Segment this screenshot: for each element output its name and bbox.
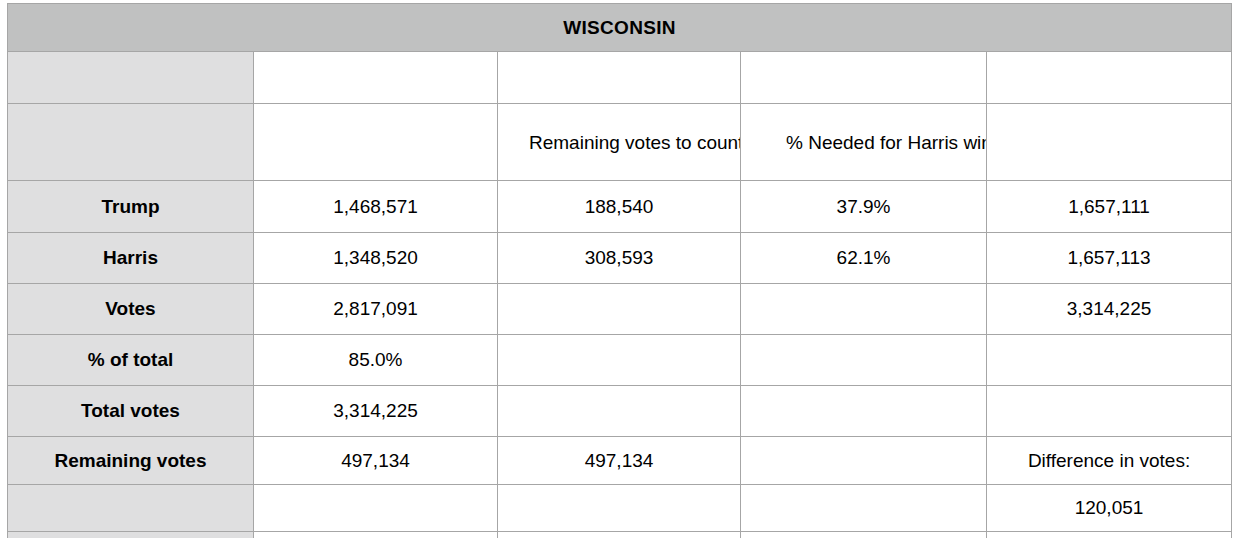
data-cell[interactable]: 1,468,571 bbox=[254, 181, 498, 233]
spreadsheet-canvas: WISCONSIN Remaining votes to count: % Ne… bbox=[7, 3, 1233, 538]
row-blank-top bbox=[8, 52, 1232, 104]
data-cell[interactable] bbox=[254, 104, 498, 181]
row-pct-of-total: % of total 85.0% bbox=[8, 335, 1232, 386]
row-label-cell[interactable]: Harris bbox=[8, 233, 254, 284]
row-bottom-sliver bbox=[8, 532, 1232, 538]
row-remaining-votes: Remaining votes 497,134 497,134 Differen… bbox=[8, 437, 1232, 485]
data-cell[interactable] bbox=[741, 386, 987, 437]
data-cell[interactable]: 497,134 bbox=[254, 437, 498, 485]
data-cell[interactable] bbox=[498, 485, 741, 532]
data-cell[interactable] bbox=[254, 485, 498, 532]
row-label-cell[interactable]: Votes bbox=[8, 284, 254, 335]
data-cell[interactable] bbox=[498, 52, 741, 104]
row-label-cell[interactable]: Trump bbox=[8, 181, 254, 233]
data-cell[interactable] bbox=[987, 386, 1232, 437]
row-total-votes: Total votes 3,314,225 bbox=[8, 386, 1232, 437]
data-cell[interactable] bbox=[254, 52, 498, 104]
row-label-cell[interactable] bbox=[8, 485, 254, 532]
header-label: % Needed for Harris win: bbox=[786, 128, 941, 157]
title-row: WISCONSIN bbox=[8, 4, 1232, 52]
header-pct-needed-harris-win[interactable]: % Needed for Harris win: bbox=[741, 104, 987, 181]
data-cell[interactable]: 188,540 bbox=[498, 181, 741, 233]
data-cell[interactable]: 3,314,225 bbox=[254, 386, 498, 437]
row-label-cell[interactable]: Total votes bbox=[8, 386, 254, 437]
data-cell[interactable] bbox=[987, 104, 1232, 181]
row-label-cell[interactable]: % of total bbox=[8, 335, 254, 386]
data-cell[interactable]: 3,314,225 bbox=[987, 284, 1232, 335]
data-cell[interactable] bbox=[987, 335, 1232, 386]
row-trump: Trump 1,468,571 188,540 37.9% 1,657,111 bbox=[8, 181, 1232, 233]
data-cell[interactable]: 85.0% bbox=[254, 335, 498, 386]
data-cell[interactable]: 497,134 bbox=[498, 437, 741, 485]
table-title: WISCONSIN bbox=[8, 4, 1232, 52]
data-cell[interactable] bbox=[498, 532, 741, 538]
data-cell[interactable]: 2,817,091 bbox=[254, 284, 498, 335]
data-cell[interactable] bbox=[498, 386, 741, 437]
row-label-cell[interactable]: Remaining votes bbox=[8, 437, 254, 485]
header-label: Remaining votes to count: bbox=[529, 128, 709, 157]
data-cell[interactable]: 62.1% bbox=[741, 233, 987, 284]
row-votes: Votes 2,817,091 3,314,225 bbox=[8, 284, 1232, 335]
difference-in-votes-label-cell[interactable]: Difference in votes: bbox=[987, 437, 1232, 485]
difference-in-votes-value-cell[interactable]: 120,051 bbox=[987, 485, 1232, 532]
data-cell[interactable] bbox=[498, 335, 741, 386]
data-cell[interactable] bbox=[741, 52, 987, 104]
data-cell[interactable] bbox=[254, 532, 498, 538]
row-header: Remaining votes to count: % Needed for H… bbox=[8, 104, 1232, 181]
row-harris: Harris 1,348,520 308,593 62.1% 1,657,113 bbox=[8, 233, 1232, 284]
row-label-cell[interactable] bbox=[8, 52, 254, 104]
header-remaining-votes-to-count[interactable]: Remaining votes to count: bbox=[498, 104, 741, 181]
data-cell[interactable] bbox=[741, 335, 987, 386]
row-difference-value: 120,051 bbox=[8, 485, 1232, 532]
row-label-cell[interactable] bbox=[8, 532, 254, 538]
data-cell[interactable]: 37.9% bbox=[741, 181, 987, 233]
data-cell[interactable]: 308,593 bbox=[498, 233, 741, 284]
data-cell[interactable] bbox=[741, 437, 987, 485]
data-cell[interactable] bbox=[987, 52, 1232, 104]
data-cell[interactable]: 1,657,111 bbox=[987, 181, 1232, 233]
data-cell[interactable] bbox=[498, 284, 741, 335]
data-cell[interactable]: 1,657,113 bbox=[987, 233, 1232, 284]
data-cell[interactable]: 1,348,520 bbox=[254, 233, 498, 284]
data-cell[interactable] bbox=[741, 485, 987, 532]
data-cell[interactable] bbox=[987, 532, 1232, 538]
data-cell[interactable] bbox=[741, 532, 987, 538]
data-cell[interactable] bbox=[741, 284, 987, 335]
row-label-cell[interactable] bbox=[8, 104, 254, 181]
wisconsin-table: WISCONSIN Remaining votes to count: % Ne… bbox=[7, 3, 1232, 538]
